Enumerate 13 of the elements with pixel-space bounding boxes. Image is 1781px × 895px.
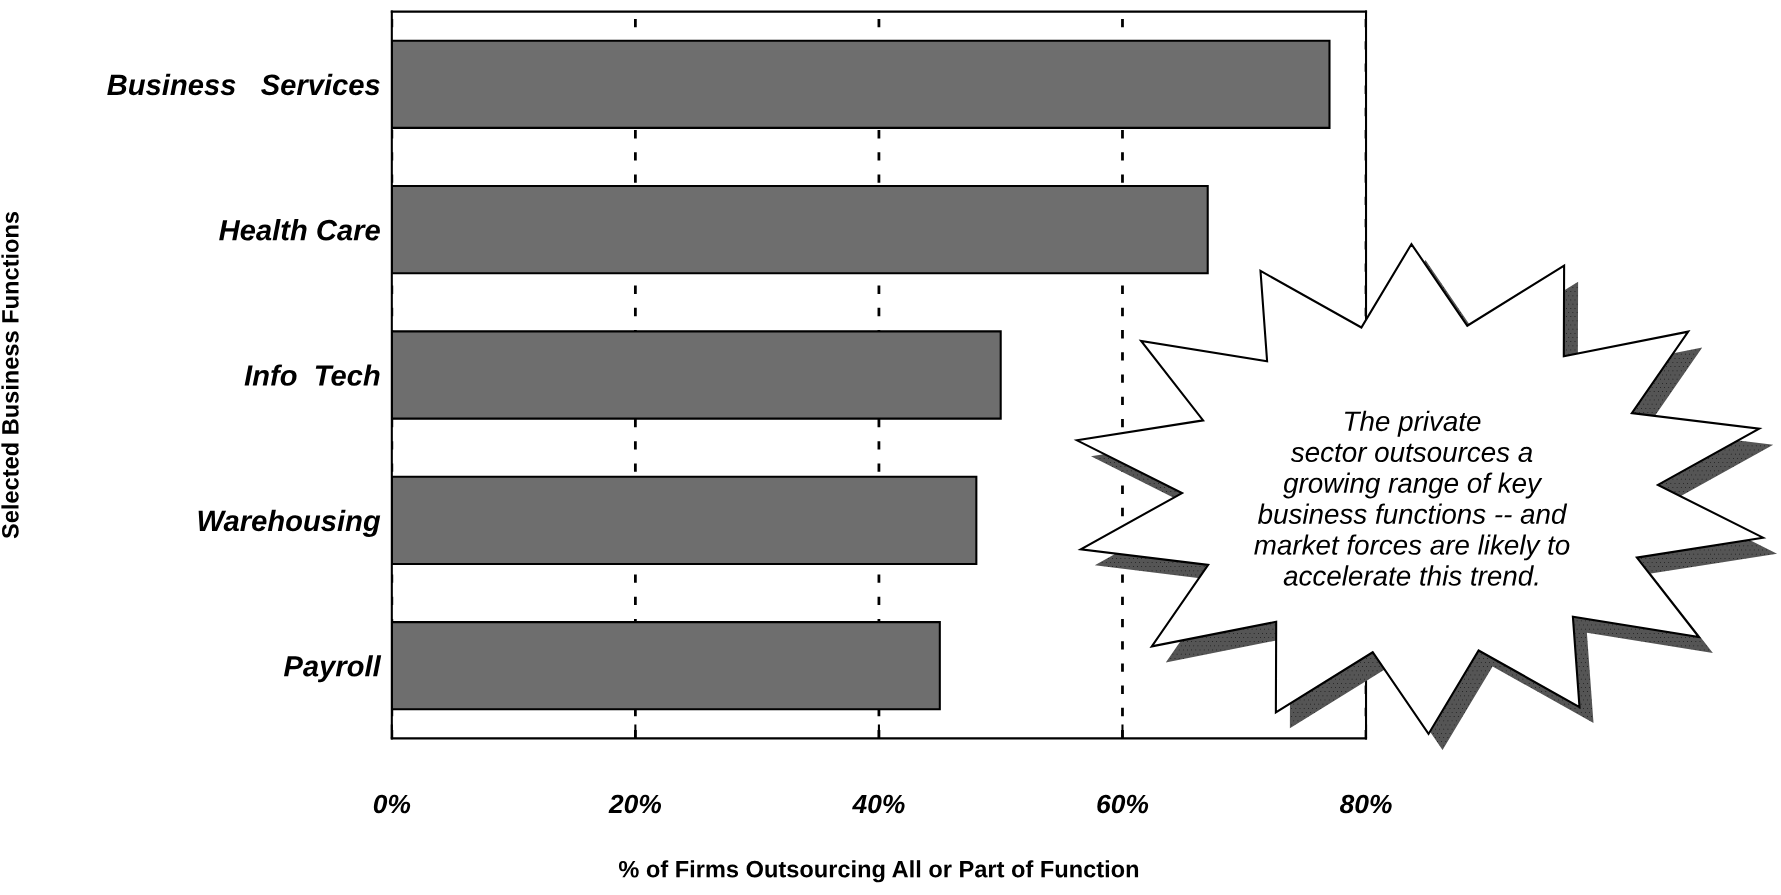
x-tick-label: 20% xyxy=(608,794,662,814)
y-axis-title: Selected Business Functions xyxy=(1,211,19,539)
y-tick-label: Health Care xyxy=(219,219,380,241)
x-tick-label: 80% xyxy=(1339,794,1392,814)
x-tick-label: 0% xyxy=(373,794,411,814)
x-tick-label: 60% xyxy=(1097,794,1149,814)
y-tick-label: Info Tech xyxy=(244,364,380,386)
x-tick-label: 40% xyxy=(852,794,905,814)
y-tick-label: Warehousing xyxy=(198,509,381,537)
annotation: The private sector outsources a growing range of key business functions -- and market forces are likely to accelerate this trend. xyxy=(1254,410,1570,586)
x-axis-title: % of Firms Outsourcing All or Part of Function xyxy=(618,860,1139,883)
y-tick-label: Business Services xyxy=(107,73,380,96)
y-tick-label: Payroll xyxy=(283,655,382,683)
